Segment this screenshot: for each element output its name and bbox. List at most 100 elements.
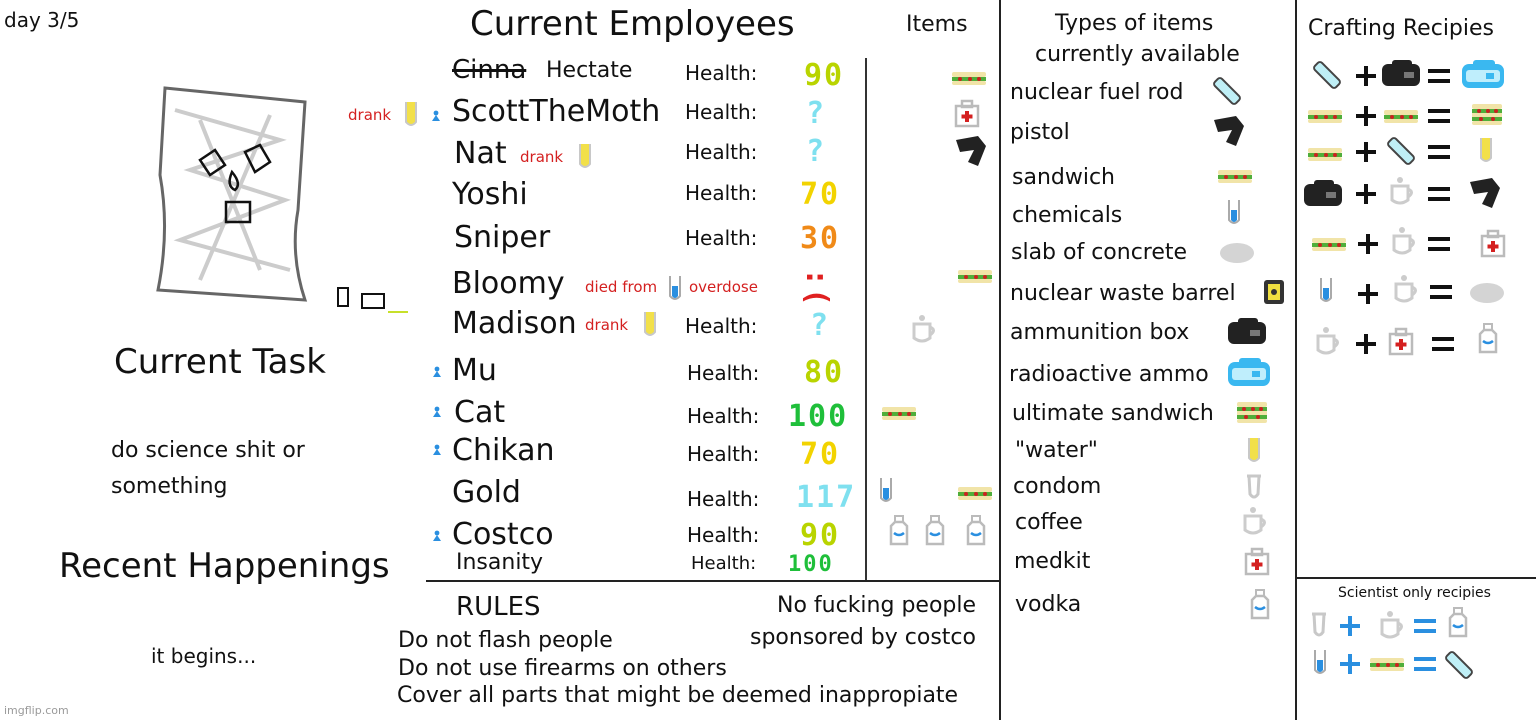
employee-name-nat: Nat (454, 136, 507, 171)
health-label: Health: (685, 61, 758, 85)
equals-icon (1428, 187, 1450, 201)
type-vodka: vodka (1015, 592, 1082, 617)
health-value: 80 (804, 355, 845, 390)
equals-icon (1428, 237, 1450, 251)
sandwich-icon (1384, 110, 1418, 123)
note-drank: drank (520, 148, 564, 166)
medkit-icon (1244, 547, 1270, 576)
employee-name-yoshi: Yoshi (452, 177, 528, 212)
water-icon (405, 101, 417, 126)
sandwich-icon (882, 407, 916, 420)
vodka-icon (1250, 588, 1270, 620)
sandwich-icon (958, 270, 992, 283)
health-value: ? (806, 134, 827, 169)
health-label: Health: (685, 181, 758, 205)
watermark: imgflip.com (4, 704, 69, 717)
scientist-recipes-title: Scientist only recipies (1338, 585, 1491, 601)
health-value: 90 (800, 518, 841, 553)
types-title-1: Types of items (1055, 11, 1214, 36)
sandwich-icon (958, 487, 992, 500)
chemicals-icon (880, 477, 892, 502)
employees-title: Current Employees (470, 4, 795, 44)
vodka-icon (889, 514, 909, 546)
type-water: "water" (1015, 438, 1098, 463)
plus-icon-blue (1340, 654, 1360, 674)
person-icon (433, 444, 441, 455)
employee-name-sniper: Sniper (454, 220, 551, 255)
water-icon (644, 311, 656, 336)
day-counter: day 3/5 (4, 8, 80, 32)
type-condom: condom (1013, 474, 1102, 499)
health-label: Health: (685, 100, 758, 124)
person-icon (433, 366, 441, 377)
medkit-icon (1388, 327, 1414, 356)
plus-icon (1356, 334, 1376, 354)
coffee-icon (1380, 609, 1403, 639)
condom-icon (1310, 612, 1328, 637)
note-died-from: died from (585, 278, 658, 296)
pistol-icon (956, 136, 986, 166)
equals-icon (1428, 69, 1450, 83)
person-icon (433, 406, 441, 417)
health-value: ? (806, 96, 827, 131)
employee-name-chikan: Chikan (452, 433, 555, 468)
current-task-text-2: something (111, 474, 228, 499)
water-icon (579, 143, 591, 168)
type-medkit: medkit (1014, 549, 1091, 574)
concrete-icon (1470, 283, 1504, 303)
health-label: Health: (685, 140, 758, 164)
items-header: Items (906, 12, 968, 37)
employee-name-cinna: Cinna (452, 55, 527, 85)
type-ultimate-sandwich: ultimate sandwich (1012, 401, 1214, 426)
health-label: Health: (687, 442, 760, 466)
chemicals-icon (1320, 277, 1332, 302)
type-sandwich: sandwich (1012, 165, 1115, 190)
health-label: Health: (691, 553, 757, 574)
sandwich-icon (1218, 170, 1252, 183)
type-ammunition-box: ammunition box (1010, 320, 1190, 345)
note-drank: drank (348, 106, 392, 124)
rule-3: Cover all parts that might be deemed ina… (397, 683, 959, 708)
health-value: 70 (800, 177, 841, 212)
sad-face-value: :( (799, 268, 834, 309)
employee-name-gold: Gold (452, 475, 521, 510)
note-drank: drank (585, 316, 629, 334)
health-label: Health: (685, 226, 758, 250)
recent-happenings-title: Recent Happenings (59, 546, 390, 586)
health-value: 90 (804, 58, 845, 93)
concrete-icon (1220, 243, 1254, 263)
type-slab-of-concrete: slab of concrete (1011, 240, 1188, 265)
coffee-icon (1243, 505, 1266, 535)
person-icon (433, 530, 441, 541)
current-task-title: Current Task (114, 342, 326, 382)
type-radioactive-ammo: radioactive ammo (1009, 362, 1209, 387)
scp-drawing (156, 86, 408, 313)
equals-icon (1432, 337, 1454, 351)
crafting-title: Crafting Recipies (1308, 16, 1495, 41)
coffee-icon (912, 313, 935, 343)
sandwich-icon (1308, 148, 1342, 161)
coffee-icon (1394, 273, 1417, 303)
medkit-icon (954, 99, 980, 128)
employee-name-insanity: Insanity (456, 550, 544, 575)
medkit-icon (1480, 229, 1506, 258)
plus-icon-blue (1340, 616, 1360, 636)
employee-name-mu: Mu (452, 353, 497, 388)
health-label: Health: (687, 404, 760, 428)
rule-2: Do not use firearms on others (398, 656, 727, 681)
health-label: Health: (687, 361, 760, 385)
chemicals-icon (1228, 199, 1240, 224)
note-overdose: overdose (689, 278, 758, 296)
radioactive-ammo-icon (1462, 60, 1504, 88)
equals-icon (1430, 285, 1452, 299)
vodka-icon (1478, 322, 1498, 354)
condom-icon (1245, 474, 1263, 499)
employee-name-hectate: Hectate (546, 58, 633, 83)
ammo-box-icon (1304, 180, 1342, 206)
health-label: Health: (687, 487, 760, 511)
health-value: ? (810, 308, 831, 343)
plus-icon (1358, 234, 1378, 254)
coffee-icon (1316, 325, 1339, 355)
health-value: 70 (800, 437, 841, 472)
coffee-icon (1392, 225, 1415, 255)
